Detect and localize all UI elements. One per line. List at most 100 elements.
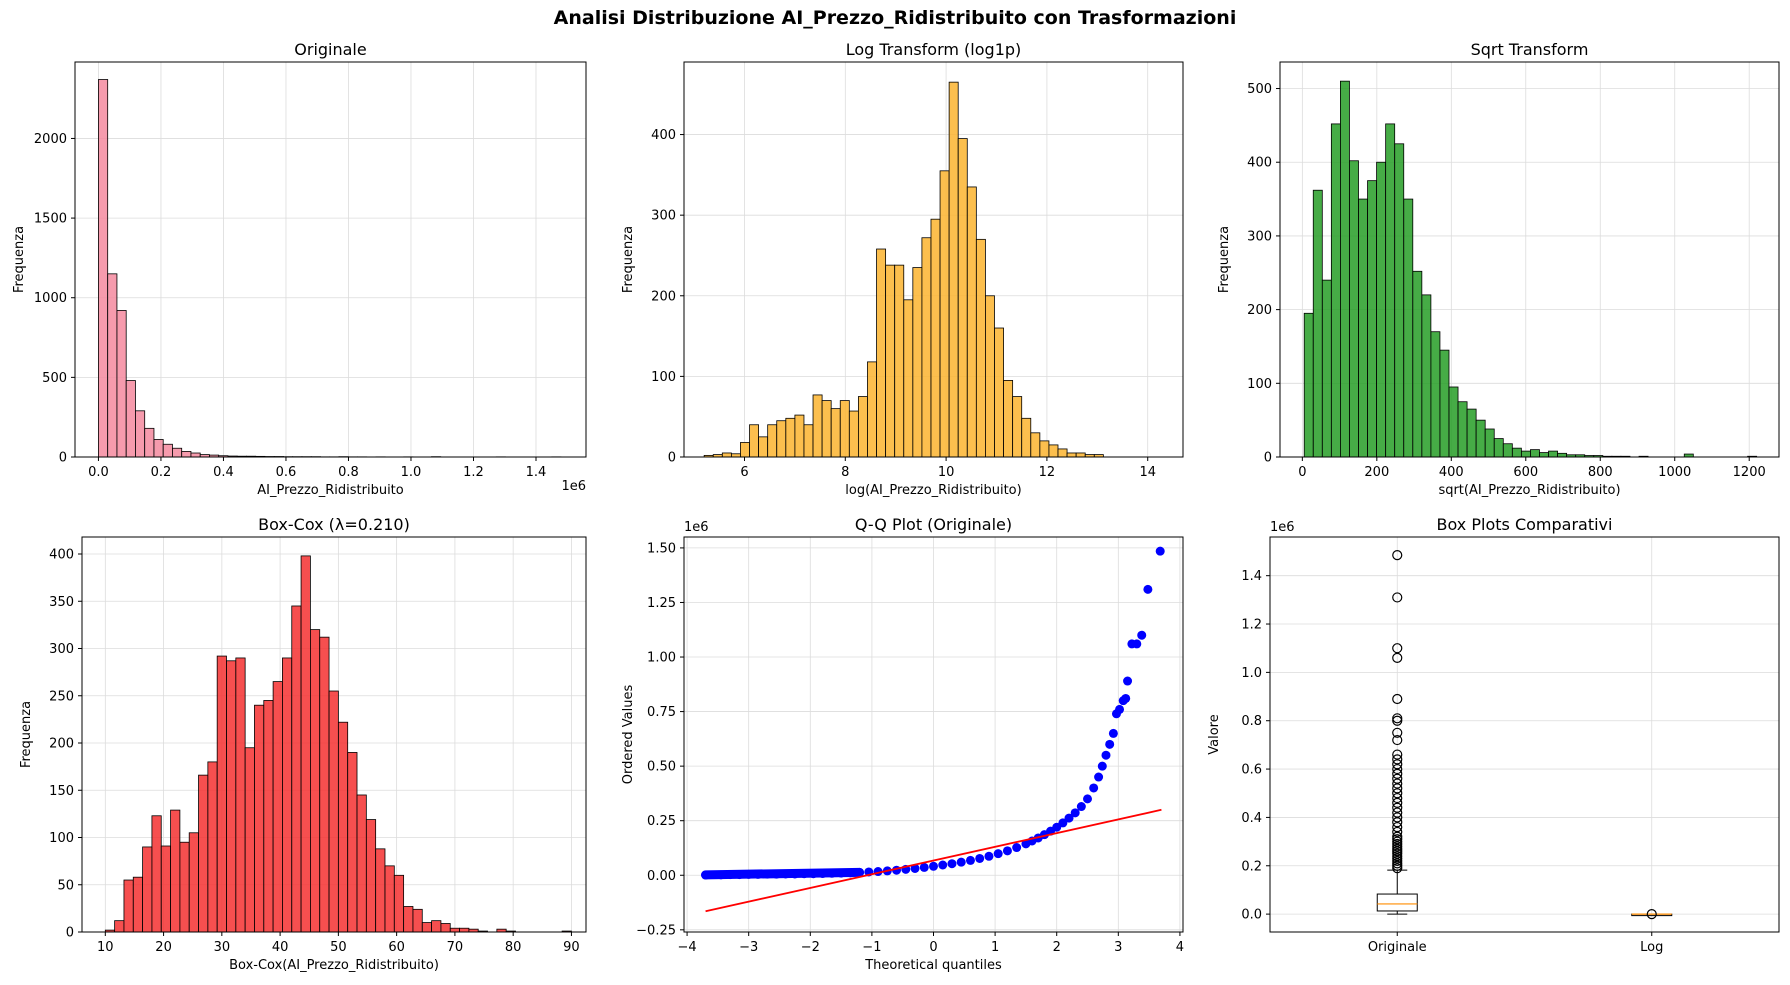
x-tick-label: 3 <box>1114 940 1122 955</box>
histogram-bar <box>785 417 796 458</box>
y-tick-label: 0.25 <box>647 814 676 829</box>
box-outlier <box>1392 817 1403 828</box>
box-outlier <box>1392 853 1403 864</box>
qq-point <box>919 862 929 872</box>
histogram-bar <box>254 704 265 933</box>
histogram-bar <box>235 657 246 933</box>
histogram-bar <box>948 81 959 458</box>
histogram-bar <box>767 424 778 458</box>
histogram-bar <box>181 451 192 458</box>
x-tick-label: 0.8 <box>338 465 359 480</box>
box-iqr <box>1376 893 1418 912</box>
x-axis-label: AI_Prezzo_Ridistribuito <box>257 483 404 498</box>
y-tick-label: −0.25 <box>636 923 676 938</box>
histogram-bar <box>1403 198 1414 458</box>
histogram-bar <box>1520 450 1531 458</box>
y-tick-label: 200 <box>49 737 74 752</box>
box-outlier <box>1392 734 1403 746</box>
histogram-bar <box>957 138 968 458</box>
histogram-bar <box>216 655 227 933</box>
histogram-bar <box>1484 428 1495 458</box>
x-tick-label: 1 <box>991 940 999 955</box>
histogram-bar <box>291 605 302 933</box>
box-outlier <box>1392 843 1403 854</box>
x-tick-label: 0.2 <box>151 465 172 480</box>
histogram-bar <box>135 410 146 458</box>
x-tick-label: 800 <box>1588 465 1613 480</box>
y-tick-label: 1000 <box>34 291 67 306</box>
histogram-bar <box>1340 80 1350 458</box>
y-axis-label: Valore <box>1207 714 1222 754</box>
box-outlier <box>1392 812 1403 823</box>
box-outlier <box>1392 643 1403 654</box>
histogram-bar <box>412 908 423 933</box>
box-outlier <box>1392 826 1403 838</box>
histogram-bar <box>272 681 283 933</box>
y-tick-label: 250 <box>49 689 74 704</box>
x-tick-label: 10 <box>938 465 955 480</box>
x-tick-label: 60 <box>388 940 405 955</box>
y-tick-label: 300 <box>651 209 676 224</box>
y-tick-label: 0.50 <box>647 760 676 775</box>
y-tick-label: 0.4 <box>1241 811 1262 826</box>
histogram-bar <box>226 660 237 933</box>
histogram-bar <box>172 447 183 458</box>
histogram-bar <box>721 452 732 458</box>
histogram-bar <box>1048 444 1059 458</box>
x-tick-label: 20 <box>155 940 172 955</box>
x-tick-label: −3 <box>739 940 758 955</box>
qq-point <box>965 855 975 865</box>
box-outlier <box>1392 860 1403 871</box>
hist-log: 6 8 10 12 14 0 100 200 300 400 Log Transform (log1… <box>621 40 1184 498</box>
qq-point <box>1002 846 1012 856</box>
histogram-bar <box>98 79 109 458</box>
qq-point <box>1076 802 1086 812</box>
histogram-bar <box>1430 331 1441 458</box>
y-tick-label: 1500 <box>34 212 67 227</box>
box-outlier <box>1392 821 1403 833</box>
box-outlier <box>1392 836 1403 847</box>
box-outlier <box>1646 909 1657 920</box>
histogram-bar <box>337 721 349 933</box>
histogram-bar <box>1412 270 1423 458</box>
y-tick-label: 150 <box>49 784 74 799</box>
y-offset-text: 1e6 <box>1270 520 1295 535</box>
y-tick-label: 400 <box>49 548 74 563</box>
box-outlier <box>1392 773 1403 784</box>
y-tick-label: 1.4 <box>1241 569 1262 584</box>
histogram-bar <box>1358 198 1368 458</box>
histogram-bar <box>107 273 118 458</box>
x-tick-label: 200 <box>1364 465 1389 480</box>
box-outlier <box>1392 863 1403 874</box>
y-axis-label: Ordered Values <box>621 685 636 785</box>
histogram-bar <box>1502 443 1513 458</box>
y-axis-label: Frequenza <box>621 226 636 293</box>
histogram-bar <box>803 424 814 458</box>
x-tick-label: 40 <box>272 940 289 955</box>
qq-point <box>975 853 985 863</box>
histogram-bar <box>1548 450 1558 458</box>
qq-point <box>1108 728 1118 738</box>
y-tick-label: 100 <box>1247 377 1272 392</box>
box-outlier <box>1392 592 1403 603</box>
box-outlier <box>1392 834 1403 845</box>
box-outlier <box>1392 807 1403 818</box>
y-tick-label: 400 <box>1247 156 1272 171</box>
subplot-title: Box Plots Comparativi <box>1437 515 1613 534</box>
y-axis-label: Frequenza <box>12 226 27 293</box>
box-outlier <box>1392 778 1403 789</box>
y-tick-label: 1.25 <box>647 596 676 611</box>
histogram-bar <box>1321 279 1332 458</box>
histogram-bar <box>921 237 932 458</box>
qq-point <box>947 859 957 869</box>
histogram-bar <box>812 394 823 458</box>
x-tick-label: 10 <box>97 940 114 955</box>
hist-original: 0.0 0.2 0.4 0.6 0.8 1.0 1.2 1.4 0 500 1000 1500 2000… <box>12 40 587 498</box>
box-plots: Originale Log 0.0 0.2 0.4 0.6 0.8 1.0 1.2 1.4 Box … <box>1207 515 1780 955</box>
subplot-title: Sqrt Transform <box>1471 40 1589 59</box>
histogram-bar <box>1075 452 1086 458</box>
y-axis-label: Frequenza <box>19 701 34 768</box>
histogram-bar <box>848 410 859 458</box>
subplot-title: Q-Q Plot (Originale) <box>855 515 1012 534</box>
histogram-bar <box>162 443 173 458</box>
